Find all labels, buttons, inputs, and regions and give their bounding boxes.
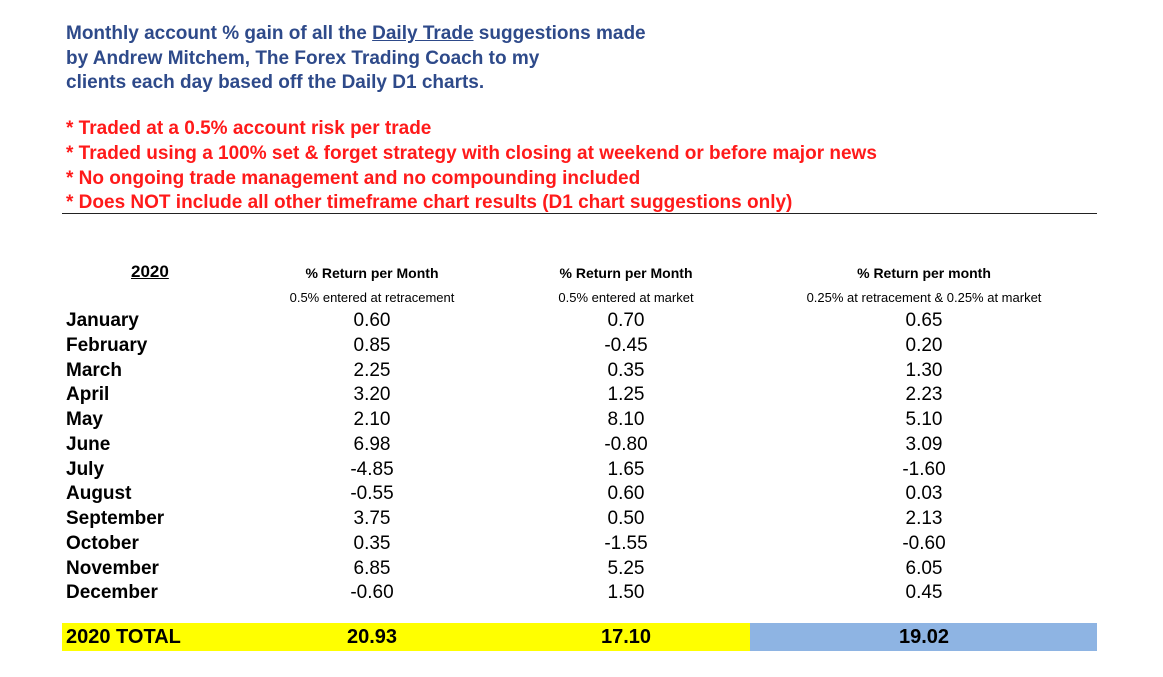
table-row: October 0.35 -1.55 -0.60: [0, 532, 1163, 557]
split-return: 5.10: [905, 409, 943, 430]
month-label: February: [66, 334, 148, 356]
table-row: December -0.60 1.50 0.45: [0, 581, 1163, 606]
market-return: 8.10: [607, 409, 645, 430]
retracement-return: -0.60: [350, 582, 394, 604]
retracement-return: 2.25: [353, 359, 391, 381]
month-label: April: [66, 384, 110, 406]
column-header-market: % Return per Month: [559, 265, 693, 281]
month-label: March: [66, 359, 122, 381]
market-return: -0.80: [604, 433, 648, 455]
month-label: October: [66, 532, 139, 554]
market-return: -1.55: [604, 532, 648, 554]
split-return: 0.03: [905, 483, 943, 505]
total-label: 2020 TOTAL: [66, 626, 181, 648]
month-label: May: [66, 409, 103, 430]
disclaimer-notes: * Traded at a 0.5% account risk per trad…: [66, 117, 877, 216]
column-header-retracement: % Return per Month: [305, 265, 439, 281]
month-label: June: [66, 433, 111, 455]
retracement-return: 3.20: [353, 384, 391, 406]
market-return: 1.25: [607, 384, 645, 406]
intro-text: Monthly account % gain of all the Daily …: [66, 22, 646, 96]
note-item: * Traded using a 100% set & forget strat…: [66, 142, 877, 164]
retracement-return: 0.85: [353, 334, 391, 356]
table-row: June 6.98 -0.80 3.09: [0, 433, 1163, 458]
year-header: 2020: [131, 262, 169, 281]
header-divider: [62, 213, 1097, 214]
table-row: April 3.20 1.25 2.23: [0, 383, 1163, 408]
intro-line-1-start: Monthly account % gain of all the: [66, 23, 373, 44]
split-return: -1.60: [902, 458, 946, 480]
table-row: July -4.85 1.65 -1.60: [0, 458, 1163, 483]
market-return: 0.35: [607, 359, 645, 381]
intro-line-1: Monthly account % gain of all the Daily …: [66, 22, 646, 47]
month-label: December: [66, 582, 158, 604]
column-header-split: % Return per month: [857, 265, 991, 281]
retracement-return: 2.10: [353, 409, 391, 430]
split-return: 2.13: [905, 508, 943, 529]
split-return: 0.45: [905, 582, 943, 604]
market-return: -0.45: [604, 334, 648, 356]
table-row: January 0.60 0.70 0.65: [0, 309, 1163, 334]
total-highlight-yellow: [62, 623, 750, 651]
monthly-returns-table: January 0.60 0.70 0.65 February 0.85 -0.…: [0, 309, 1163, 606]
note-item: * Does NOT include all other timeframe c…: [66, 192, 793, 214]
table-row: November 6.85 5.25 6.05: [0, 557, 1163, 582]
month-label: July: [66, 458, 105, 480]
split-return: 1.30: [905, 359, 943, 381]
split-return: 0.65: [905, 310, 943, 331]
retracement-return: 0.60: [353, 310, 391, 331]
total-market: 17.10: [600, 626, 652, 648]
retracement-return: 0.35: [353, 532, 391, 554]
total-highlight-blue: [750, 623, 1097, 651]
table-row: September 3.75 0.50 2.13: [0, 507, 1163, 532]
month-label: January: [66, 310, 139, 331]
market-return: 1.65: [607, 458, 645, 480]
daily-trade-link[interactable]: Daily Trade: [372, 23, 474, 44]
retracement-return: -4.85: [350, 458, 394, 480]
market-return: 0.50: [607, 508, 645, 529]
table-row: March 2.25 0.35 1.30: [0, 359, 1163, 384]
column-subheader-retracement: 0.5% entered at retracement: [289, 290, 455, 305]
market-return: 5.25: [607, 557, 645, 579]
column-subheader-market: 0.5% entered at market: [558, 290, 694, 305]
retracement-return: -0.55: [350, 483, 394, 505]
split-return: 3.09: [905, 433, 943, 455]
split-return: 2.23: [905, 384, 943, 406]
intro-line-2: by Andrew Mitchem, The Forex Trading Coa…: [66, 47, 540, 69]
split-return: 0.20: [905, 334, 943, 356]
month-label: September: [66, 508, 165, 529]
table-row: August -0.55 0.60 0.03: [0, 482, 1163, 507]
month-label: August: [66, 483, 132, 505]
intro-line-1-end: suggestions made: [473, 23, 646, 44]
split-return: 6.05: [905, 557, 943, 579]
note-item: * No ongoing trade management and no com…: [66, 167, 641, 189]
total-retracement: 20.93: [346, 626, 398, 648]
market-return: 0.60: [607, 483, 645, 505]
total-split: 19.02: [898, 626, 950, 648]
column-subheader-split: 0.25% at retracement & 0.25% at market: [806, 290, 1042, 305]
note-item: * Traded at a 0.5% account risk per trad…: [66, 118, 432, 139]
split-return: -0.60: [902, 532, 946, 554]
intro-line-3: clients each day based off the Daily D1 …: [66, 72, 485, 93]
retracement-return: 6.98: [353, 433, 391, 455]
retracement-return: 6.85: [353, 557, 391, 579]
market-return: 0.70: [607, 310, 645, 331]
market-return: 1.50: [607, 582, 645, 604]
retracement-return: 3.75: [353, 508, 391, 529]
month-label: November: [66, 557, 159, 579]
table-row: May 2.10 8.10 5.10: [0, 408, 1163, 433]
table-row: February 0.85 -0.45 0.20: [0, 334, 1163, 359]
